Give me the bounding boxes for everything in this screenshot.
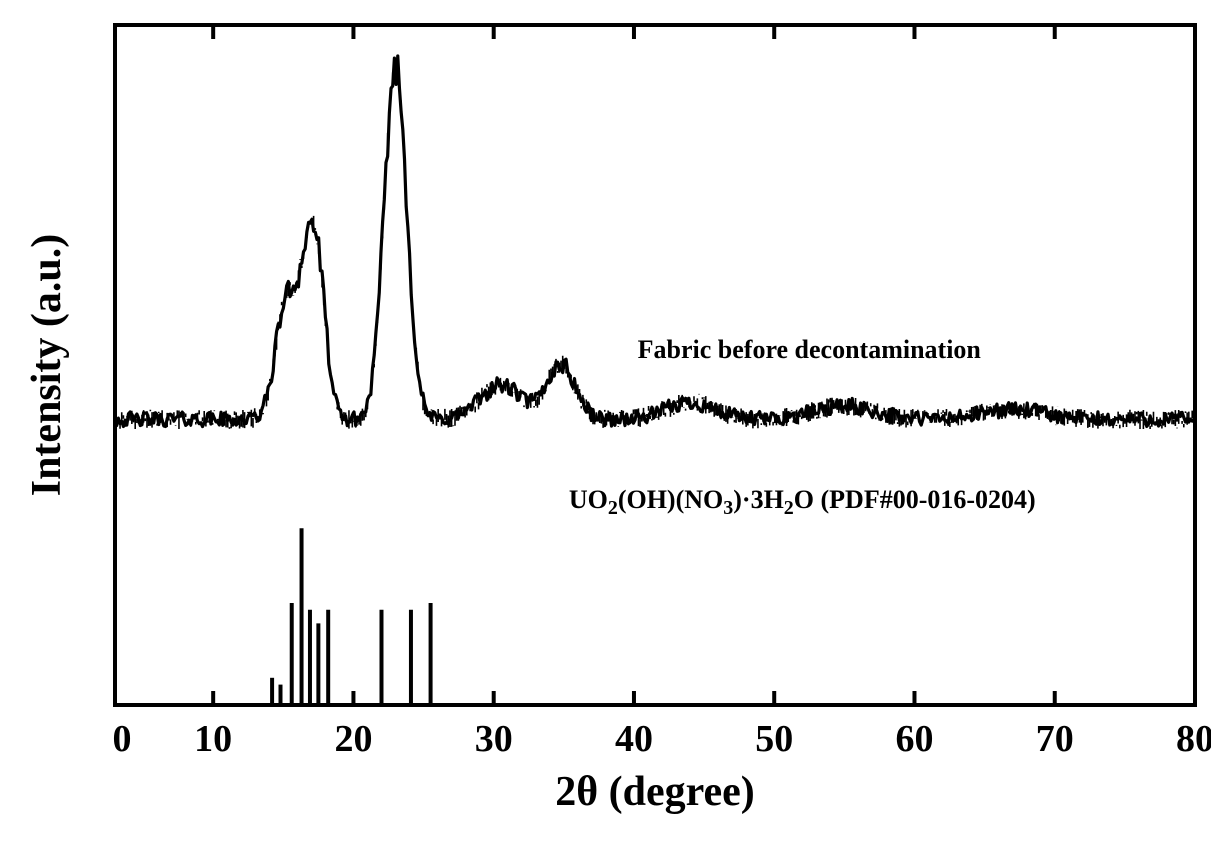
svg-text:60: 60 [895, 718, 933, 760]
svg-text:70: 70 [1036, 718, 1074, 760]
svg-text:10: 10 [194, 718, 232, 760]
chart-svg: 10 20 30 40 50 60 70 80 0 2θ (degree) Intensity (a… [0, 0, 1211, 841]
svg-text:UO2(OH)(NO3)·3H2O (PDF#00-016-: UO2(OH)(NO3)·3H2O (PDF#00-016-0204) [569, 485, 1036, 519]
svg-text:30: 30 [475, 718, 513, 760]
svg-text:Fabric before decontamination: Fabric before decontamination [638, 335, 982, 364]
svg-text:20: 20 [334, 718, 372, 760]
xrd-chart: 10 20 30 40 50 60 70 80 0 2θ (degree) Intensity (a… [0, 0, 1211, 841]
svg-text:80: 80 [1176, 718, 1211, 760]
svg-text:2θ (degree): 2θ (degree) [555, 769, 755, 815]
svg-text:Intensity (a.u.): Intensity (a.u.) [24, 234, 70, 497]
svg-text:50: 50 [755, 718, 793, 760]
svg-text:0: 0 [113, 718, 132, 760]
svg-text:40: 40 [615, 718, 653, 760]
